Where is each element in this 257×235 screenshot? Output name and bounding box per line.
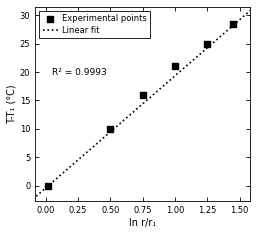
Point (141, 93, 145, 97)
Legend: Experimental points, Linear fit: Experimental points, Linear fit (39, 11, 150, 38)
Point (108, 127, 112, 131)
X-axis label: ln r/r₁: ln r/r₁ (129, 218, 156, 228)
Y-axis label: T-T₁ (°C): T-T₁ (°C) (7, 84, 17, 124)
Point (231, 22, 235, 26)
Text: R² = 0.9993: R² = 0.9993 (52, 68, 107, 77)
Point (46, 184, 50, 188)
Point (173, 65, 177, 68)
Point (205, 42, 209, 46)
